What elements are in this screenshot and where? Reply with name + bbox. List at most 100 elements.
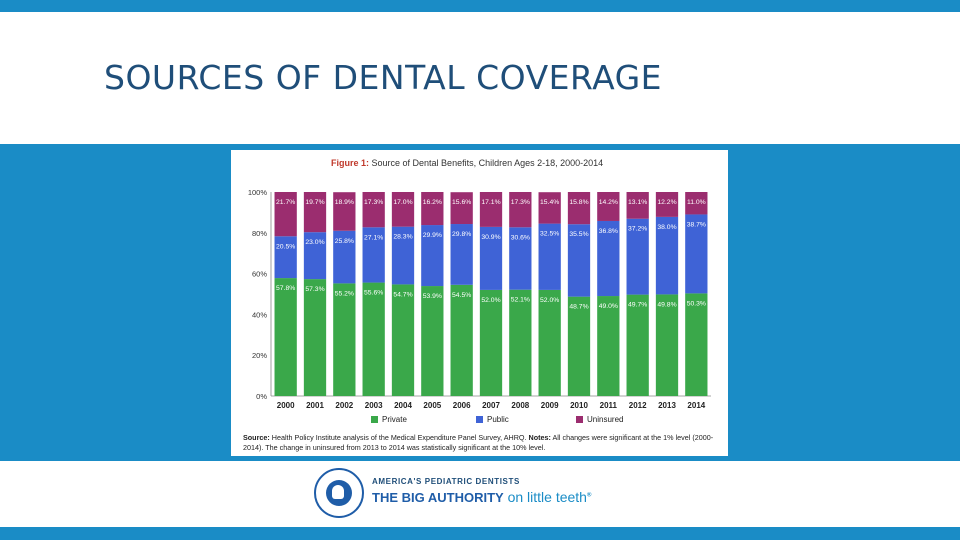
bar-public-2000 [274,236,297,279]
bar-public-2005 [421,225,444,287]
data-label-uninsured-2008: 17.3% [511,199,530,206]
data-label-private-2004: 54.7% [393,291,412,298]
aapd-logo: AMERICA'S PEDIATRIC DENTISTS THE BIG AUT… [312,465,612,523]
bar-private-2014 [685,293,708,396]
logo-slogan: THE BIG AUTHORITY on little teeth® [372,489,591,505]
legend-label-private: Private [382,415,407,424]
data-label-uninsured-2010: 15.8% [569,199,588,206]
bar-public-2008 [509,227,532,290]
bar-private-2006 [450,284,473,396]
bar-uninsured-2010 [567,192,591,225]
data-label-public-2010: 35.5% [569,231,588,238]
data-label-private-2010: 48.7% [569,304,588,311]
legend-label-public: Public [487,415,509,424]
bar-public-2006 [450,224,473,285]
notes-label: Notes: [528,433,551,442]
bar-private-2008 [509,289,532,396]
x-tick-label: 2014 [687,401,705,410]
data-label-uninsured-2003: 17.3% [364,199,383,206]
data-label-uninsured-2011: 14.2% [599,199,618,206]
bar-private-2007 [479,289,503,396]
data-label-public-2002: 25.8% [335,238,354,245]
bar-uninsured-2007 [479,192,503,227]
data-label-private-2001: 57.3% [305,286,324,293]
logo-slogan-bold: THE BIG AUTHORITY [372,490,504,505]
bar-uninsured-2014 [685,192,708,215]
logo-org-name: AMERICA'S PEDIATRIC DENTISTS [372,477,520,486]
data-label-uninsured-2007: 17.1% [481,199,500,206]
x-tick-label: 2000 [277,401,295,410]
x-tick-label: 2007 [482,401,500,410]
x-tick-label: 2004 [394,401,412,410]
data-label-private-2013: 49.8% [657,301,676,308]
y-tick-label: 80% [252,229,267,238]
notes-text: All changes were significant at the 1% l… [243,433,714,452]
bar-private-2000 [274,278,297,396]
data-label-public-2007: 30.9% [481,234,500,241]
bar-uninsured-2001 [303,192,327,233]
bar-uninsured-2008 [509,192,532,228]
bar-uninsured-2013 [655,192,679,217]
data-label-uninsured-2002: 18.9% [335,199,354,206]
data-label-public-2004: 28.3% [393,234,412,241]
data-label-private-2003: 55.6% [364,290,383,297]
data-label-private-2014: 50.3% [687,300,706,307]
data-label-public-2006: 29.8% [452,231,471,238]
bar-uninsured-2000 [274,192,297,237]
bar-private-2012 [626,294,649,396]
data-label-private-2005: 53.9% [423,293,442,300]
bar-private-2002 [333,283,356,396]
y-tick-label: 40% [252,310,267,319]
bar-public-2003 [362,227,385,283]
bar-private-2013 [655,294,679,396]
bar-private-2005 [421,286,444,396]
bar-public-2007 [479,226,503,290]
data-label-public-2012: 37.2% [628,226,647,233]
x-tick-label: 2012 [629,401,647,410]
x-tick-label: 2010 [570,401,588,410]
bar-private-2003 [362,282,385,396]
logo-slogan-tagline: on little teeth [503,489,587,505]
legend-label-uninsured: Uninsured [587,415,623,424]
slide-title: SOURCES OF DENTAL COVERAGE [104,58,662,97]
bar-uninsured-2011 [597,192,620,221]
legend-swatch-private [371,416,378,423]
bar-private-2010 [567,296,591,396]
x-tick-label: 2006 [453,401,471,410]
data-label-public-2003: 27.1% [364,234,383,241]
source-text: Health Policy Institute analysis of the … [269,433,529,442]
source-label: Source: [243,433,270,442]
data-label-uninsured-2005: 16.2% [423,199,442,206]
x-tick-label: 2005 [423,401,441,410]
chart-figure: Figure 1: Source of Dental Benefits, Chi… [231,150,728,456]
chart-title: Figure 1: Source of Dental Benefits, Chi… [331,158,603,168]
data-label-uninsured-2014: 11.0% [687,199,706,206]
y-tick-label: 60% [252,270,267,279]
legend-swatch-uninsured [576,416,583,423]
data-label-uninsured-2009: 15.4% [540,199,559,206]
bar-private-2004 [391,284,415,396]
bar-public-2013 [655,216,679,295]
data-label-private-2007: 52.0% [481,297,500,304]
data-label-public-2005: 29.9% [423,232,442,239]
data-label-private-2012: 49.7% [628,302,647,309]
x-tick-label: 2001 [306,401,324,410]
bar-public-2009 [538,223,561,290]
data-label-public-2009: 32.5% [540,231,559,238]
chart-title-rest: Source of Dental Benefits, Children Ages… [369,158,603,168]
logo-seal-icon [314,468,364,518]
y-tick-label: 20% [252,351,267,360]
data-label-private-2008: 52.1% [511,297,530,304]
bar-private-2011 [597,296,620,396]
x-tick-label: 2013 [658,401,676,410]
data-label-private-2009: 52.0% [540,297,559,304]
stacked-bar-chart: Figure 1: Source of Dental Benefits, Chi… [248,158,711,424]
data-label-uninsured-2012: 13.1% [628,199,647,206]
bar-uninsured-2006 [450,192,473,225]
bar-uninsured-2003 [362,192,385,228]
bar-public-2002 [333,230,356,284]
x-tick-label: 2008 [511,401,529,410]
logo-registered-mark: ® [586,492,592,499]
legend-swatch-public [476,416,483,423]
data-label-uninsured-2013: 12.2% [657,199,676,206]
